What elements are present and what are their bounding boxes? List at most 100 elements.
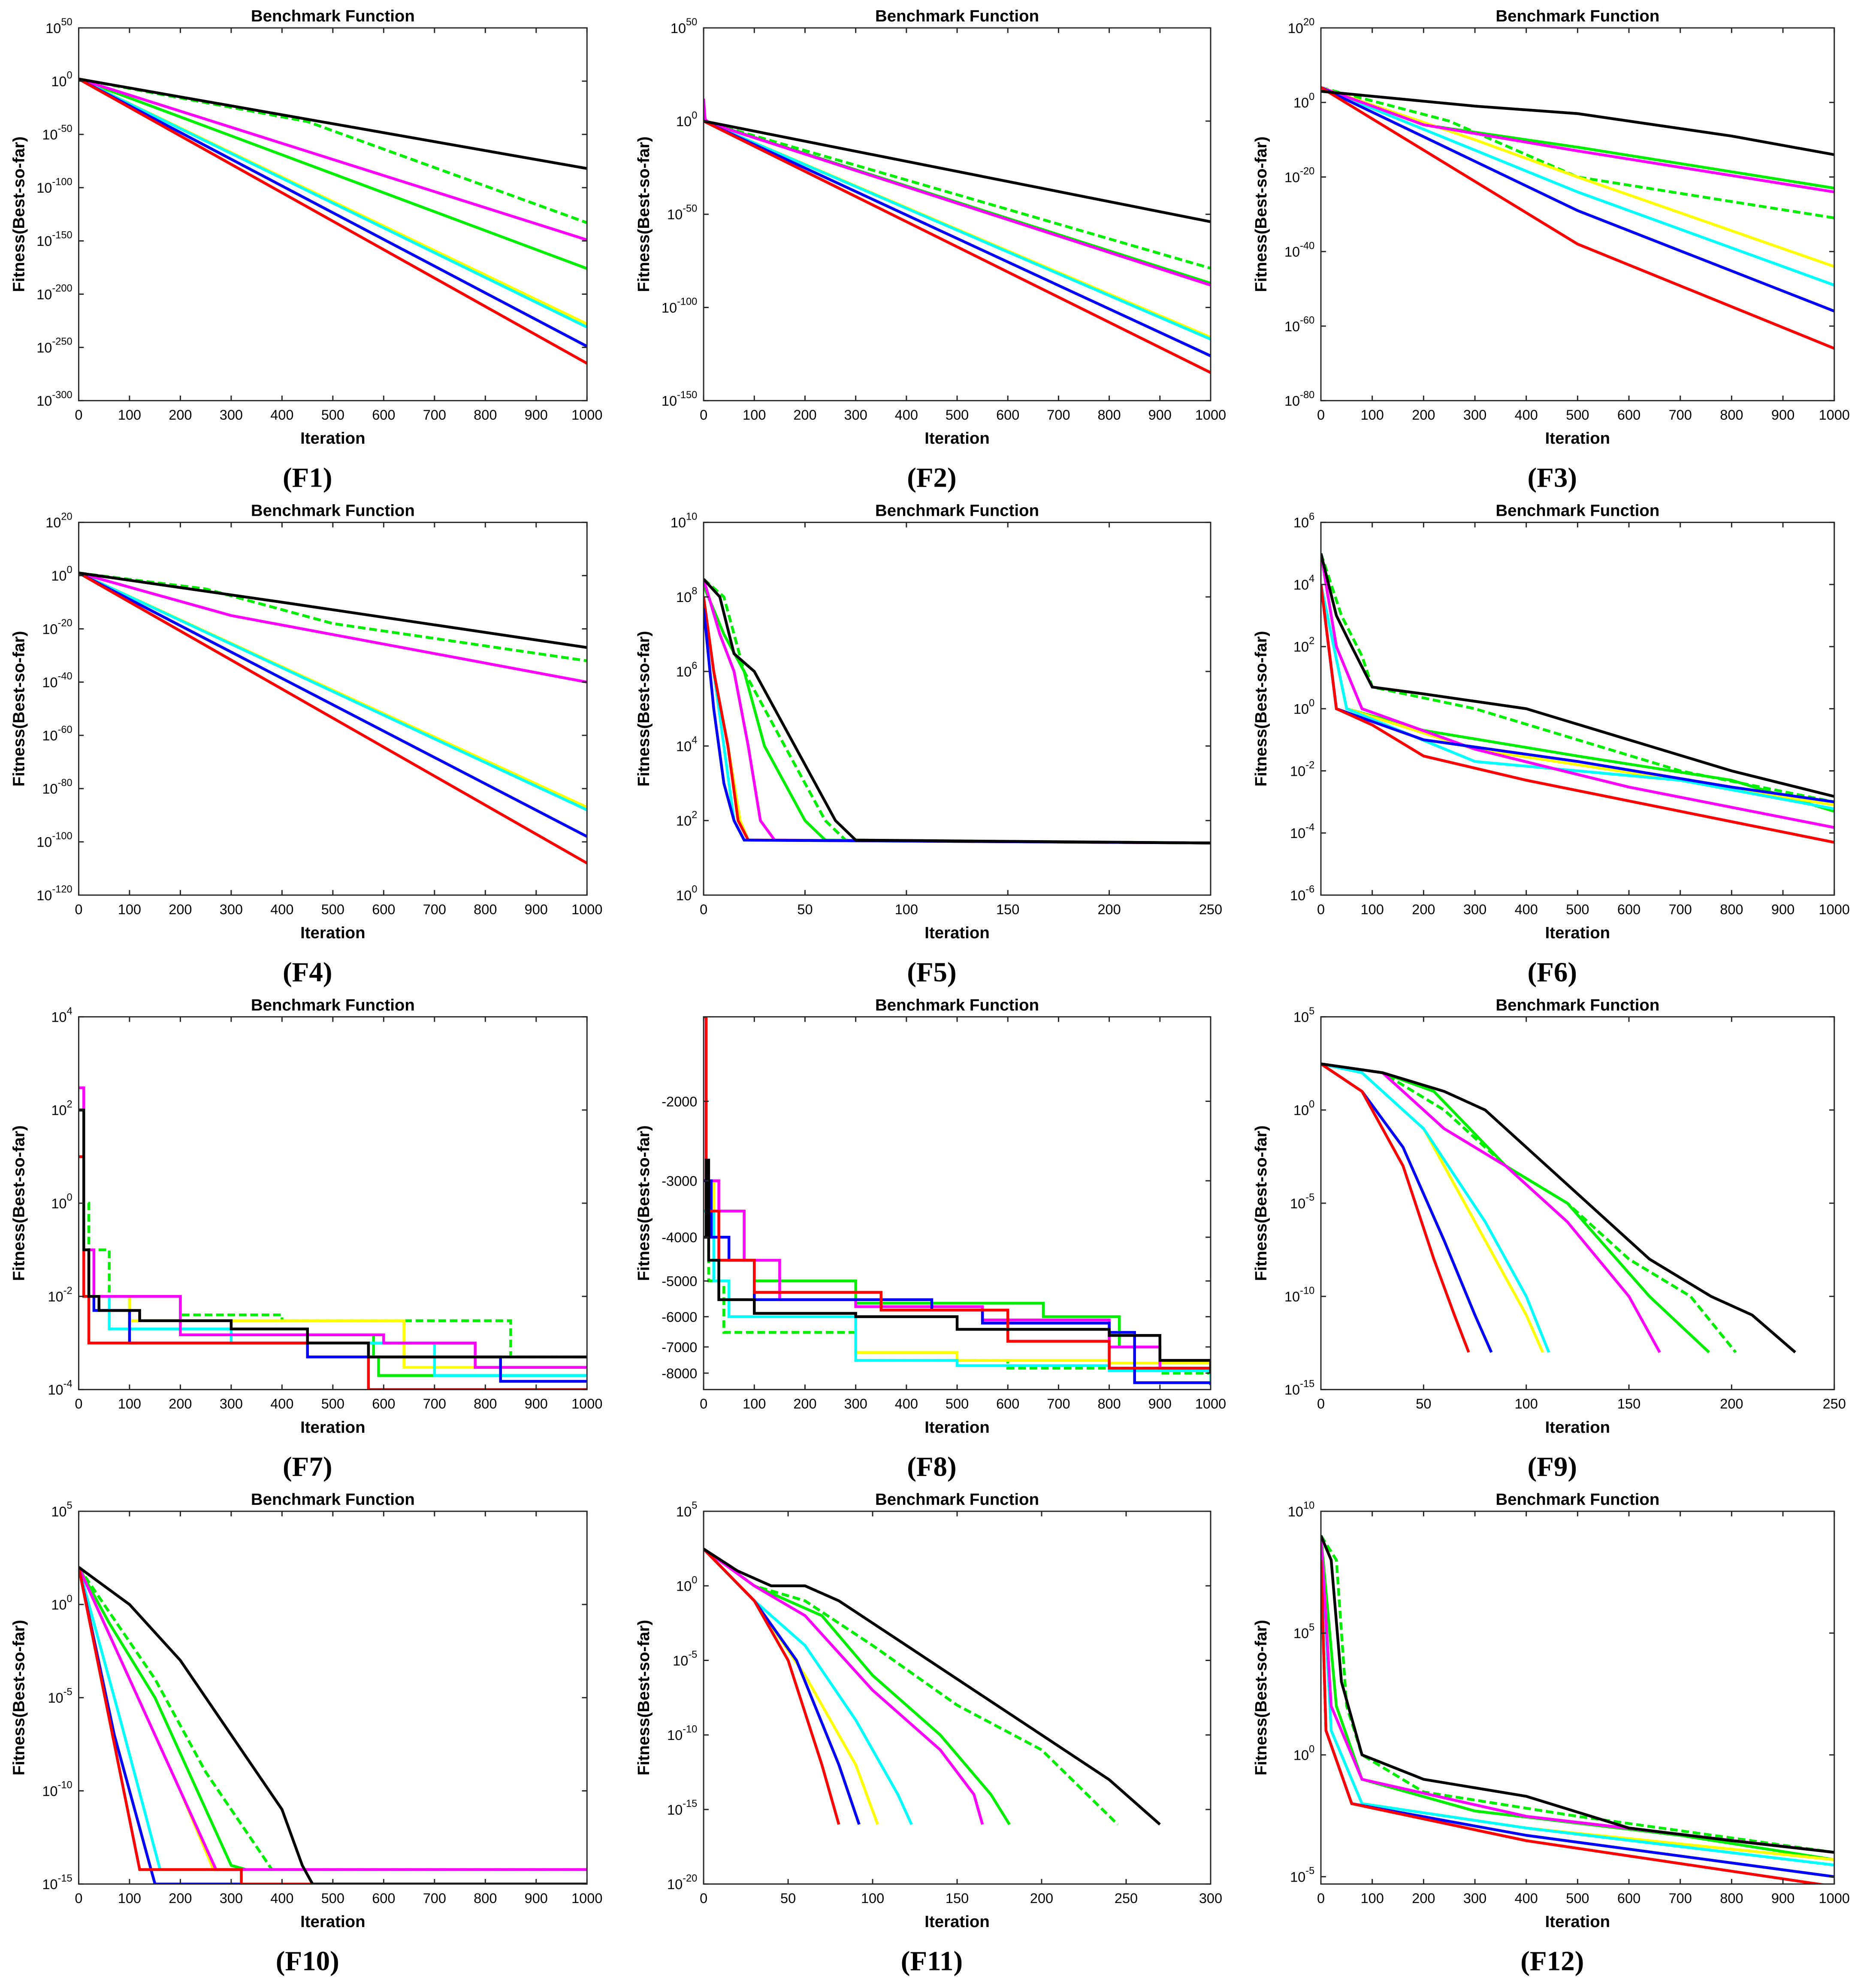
x-tick-label: 500 (946, 1396, 969, 1412)
panel-caption: (F8) (907, 1451, 957, 1482)
panel-caption: (F7) (283, 1451, 332, 1482)
x-tick-label: 1000 (571, 407, 602, 423)
y-tick-label: 100 (1293, 91, 1314, 111)
series-group (1321, 1062, 1796, 1353)
x-tick-label: 0 (1317, 1891, 1325, 1906)
chart-title: Benchmark Function (251, 996, 415, 1014)
x-tick-label: 1000 (571, 1396, 602, 1412)
series-line-8 (1321, 1062, 1796, 1353)
series-line-7 (1321, 86, 1834, 350)
y-tick-label: 10-120 (36, 884, 72, 903)
y-tick-label: 102 (676, 809, 697, 829)
plot-area (79, 1511, 587, 1884)
y-tick-label: -2000 (662, 1094, 697, 1109)
y-tick-label: 100 (676, 1575, 697, 1594)
plot-area (1321, 28, 1834, 401)
chart-title: Benchmark Function (1495, 1490, 1659, 1509)
series-line-5 (79, 1566, 587, 1871)
series-line-6 (1321, 86, 1834, 313)
series-line-2 (704, 585, 1211, 844)
x-tick-label: 200 (793, 1396, 816, 1412)
x-tick-label: 100 (743, 1396, 766, 1412)
x-tick-label: 300 (220, 902, 243, 917)
series-line-1 (704, 578, 1211, 844)
x-tick-label: 400 (1515, 902, 1538, 917)
y-axis-label: Fitness(Best-so-far) (9, 631, 28, 787)
y-tick-label: -8000 (662, 1366, 697, 1381)
series-line-7 (1321, 1062, 1470, 1353)
y-tick-label: 10-2 (1290, 760, 1314, 779)
series-line-2 (79, 78, 587, 270)
x-tick-label: 50 (797, 902, 813, 917)
chart-panel-7: 0 100 200 300 400 500 600 700 800 900 1000 104 102 10… (9, 996, 602, 1482)
x-tick-label: 150 (1617, 1396, 1640, 1412)
chart-title: Benchmark Function (251, 1490, 415, 1509)
x-tick-label: 600 (996, 407, 1019, 423)
series-line-8 (79, 77, 587, 170)
series-group (79, 1086, 587, 1390)
x-axis-label: Iteration (300, 429, 366, 448)
x-tick-label: 100 (1515, 1396, 1538, 1412)
series-line-7 (1321, 584, 1834, 844)
x-tick-label: 600 (372, 902, 395, 917)
x-tick-label: 500 (1566, 407, 1589, 423)
chart-title: Benchmark Function (875, 7, 1039, 25)
x-axis-label: Iteration (1545, 429, 1610, 448)
y-axis-label: Fitness(Best-so-far) (1252, 1126, 1270, 1281)
axes-box (703, 521, 1211, 896)
chart-title: Benchmark Function (251, 502, 415, 520)
plot-area (79, 522, 587, 896)
x-axis-label: Iteration (300, 923, 366, 942)
series-line-3 (1321, 86, 1834, 268)
x-tick-label: 500 (321, 407, 344, 423)
x-tick-label: 200 (1720, 1396, 1743, 1412)
x-tick-label: 700 (423, 902, 446, 917)
series-line-1 (1321, 86, 1834, 220)
x-tick-label: 300 (1463, 902, 1486, 917)
series-line-8 (1321, 1535, 1834, 1854)
x-tick-label: 600 (996, 1396, 1019, 1412)
x-tick-label: 900 (525, 1396, 548, 1412)
plot-area (1321, 522, 1834, 896)
series-line-4 (704, 120, 1211, 341)
x-tick-label: 600 (372, 1396, 395, 1412)
y-tick-label: 10-20 (1284, 166, 1314, 185)
series-line-7 (79, 78, 587, 365)
y-tick-label: 1050 (671, 17, 697, 36)
y-tick-label: 102 (1293, 635, 1314, 655)
x-tick-label: 400 (270, 407, 293, 423)
x-tick-label: 700 (423, 1396, 446, 1412)
y-tick-label: 104 (51, 1006, 72, 1025)
x-tick-label: 200 (1412, 1891, 1435, 1906)
x-tick-label: 50 (1416, 1396, 1431, 1412)
x-tick-label: 800 (1720, 902, 1743, 917)
x-tick-label: 500 (321, 902, 344, 917)
y-tick-label: 100 (51, 1593, 72, 1613)
x-tick-label: 700 (1047, 407, 1070, 423)
series-line-7 (704, 120, 1211, 374)
chart-panel-12: 0 100 200 300 400 500 600 700 800 900 1000 1010 105 1… (1252, 1490, 1850, 1976)
series-line-8 (704, 119, 1211, 223)
y-tick-label: 1020 (1288, 17, 1314, 36)
x-tick-label: 1000 (1195, 1396, 1226, 1412)
series-group (1321, 553, 1834, 844)
series-line-5 (79, 572, 587, 838)
y-tick-label: 104 (1293, 573, 1314, 593)
chart-panel-11: 0 50 100 150 200 250 300 105 100 10-5 10-10 10-15 10… (634, 1490, 1222, 1976)
x-tick-label: 0 (75, 1396, 82, 1412)
y-tick-label: 10-10 (42, 1780, 72, 1799)
series-line-2 (1321, 1535, 1834, 1861)
y-tick-label: 100 (51, 70, 72, 89)
x-axis-label: Iteration (1545, 923, 1610, 942)
chart-panel-2: 0 100 200 300 400 500 600 700 800 900 1000 1050 100 1… (634, 7, 1226, 493)
y-tick-label: 1020 (45, 511, 72, 530)
x-tick-label: 200 (169, 1891, 192, 1906)
series-line-7 (704, 608, 1211, 844)
x-tick-label: 200 (1412, 407, 1435, 423)
y-tick-label: 10-60 (1284, 315, 1314, 334)
y-tick-label: 10-50 (667, 203, 697, 222)
x-tick-label: 400 (270, 1396, 293, 1412)
panel-caption: (F1) (283, 463, 332, 493)
x-tick-label: 400 (270, 1891, 293, 1906)
panel-caption: (F2) (907, 463, 957, 493)
